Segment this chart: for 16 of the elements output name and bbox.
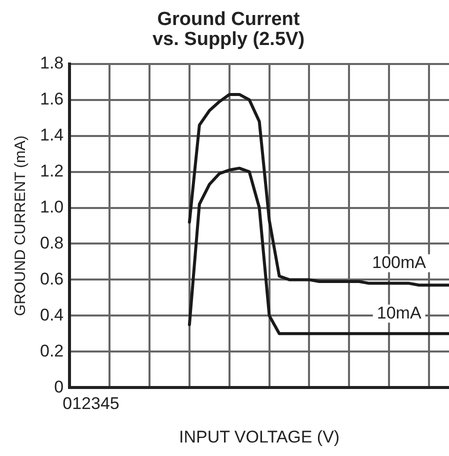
series-label: 100mA	[372, 252, 427, 272]
y-tick-label: 0.4	[40, 305, 64, 324]
text: 012345	[62, 394, 120, 413]
y-tick-label: 1.0	[40, 197, 64, 216]
y-tick-label: 0.8	[40, 233, 64, 252]
x-axis-title: INPUT VOLTAGE (V)	[179, 427, 340, 446]
y-axis-title: GROUND CURRENT (mA)	[12, 135, 30, 316]
y-tick-label: 0	[54, 377, 64, 396]
y-tick-label: 1.4	[40, 126, 64, 145]
series-label: 10mA	[376, 303, 422, 322]
y-tick-label: 0.6	[40, 269, 64, 288]
chart-title: Ground Current vs. Supply (2.5V)	[152, 9, 305, 50]
y-tick-label: 0.2	[40, 341, 64, 360]
y-tick-label: 1.6	[40, 90, 64, 109]
y-tick-label: 1.2	[40, 161, 64, 180]
y-tick-label: 1.8	[40, 54, 64, 73]
